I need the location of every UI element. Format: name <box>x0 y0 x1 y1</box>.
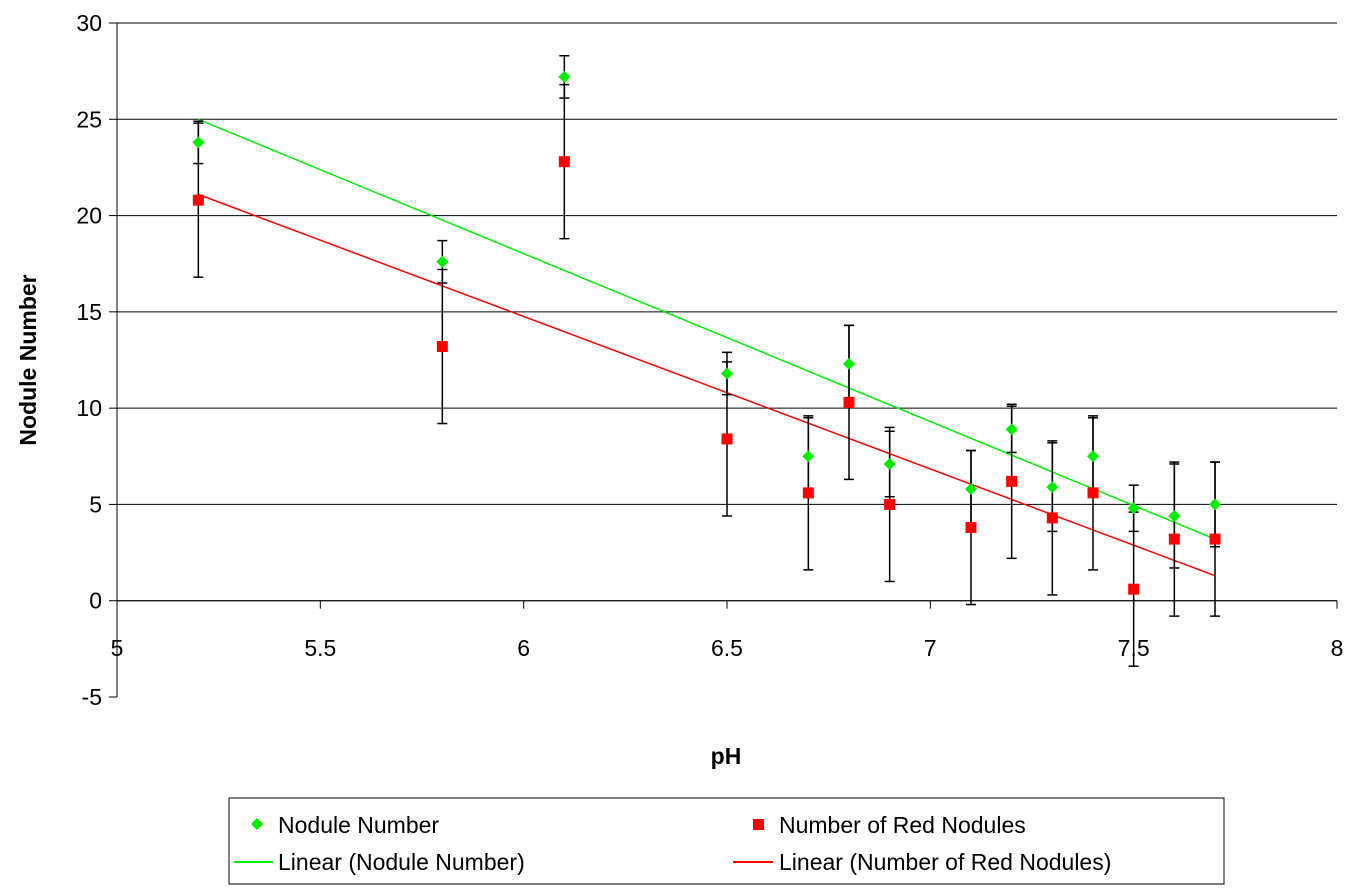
y-tick-label: 5 <box>89 491 102 517</box>
legend: Nodule Number Number of Red Nodules Line… <box>228 797 1225 885</box>
point-red-nodules <box>1168 533 1180 545</box>
point-red-nodules <box>843 396 855 408</box>
point-nodule-number <box>965 483 977 496</box>
legend-label-linear-red-nodules: Linear (Number of Red Nodules) <box>779 849 1111 875</box>
y-tick-label: 10 <box>76 395 102 421</box>
legend-square-marker <box>753 819 764 830</box>
legend-item-linear-red-nodules: Linear (Number of Red Nodules) <box>733 849 1111 875</box>
legend-label-linear-nodule-number: Linear (Nodule Number) <box>278 849 525 875</box>
point-nodule-number <box>1046 481 1059 494</box>
point-nodule-number <box>436 255 449 268</box>
point-red-nodules <box>884 498 896 510</box>
legend-label-nodule-number: Nodule Number <box>278 812 439 838</box>
point-nodule-number <box>1168 509 1181 522</box>
y-axis-label: Nodule Number <box>15 274 41 445</box>
legend-item-red-nodules: Number of Red Nodules <box>753 812 1026 838</box>
point-red-nodules <box>1006 475 1018 487</box>
point-nodule-number <box>1209 498 1221 511</box>
data-markers <box>192 70 1221 595</box>
legend-diamond-marker <box>251 818 263 830</box>
legend-item-nodule-number: Nodule Number <box>251 812 439 838</box>
trendlines <box>198 118 1216 577</box>
point-red-nodules <box>721 433 733 445</box>
legend-item-linear-nodule-number: Linear (Nodule Number) <box>234 849 525 875</box>
x-tick-label: 5 <box>111 635 124 661</box>
point-nodule-number <box>843 357 855 370</box>
y-tick-label: 15 <box>76 299 102 325</box>
point-red-nodules <box>436 341 448 353</box>
x-axis-label: pH <box>711 743 742 769</box>
point-nodule-number <box>558 70 571 83</box>
x-tick-label: 7.5 <box>1118 635 1150 661</box>
point-red-nodules <box>802 487 814 499</box>
point-red-nodules <box>1128 583 1140 595</box>
point-red-nodules <box>192 194 204 206</box>
point-red-nodules <box>558 156 570 168</box>
point-red-nodules <box>1046 512 1058 524</box>
x-tick-label: 8 <box>1331 635 1344 661</box>
point-nodule-number <box>1005 423 1018 436</box>
point-red-nodules <box>965 522 977 534</box>
point-nodule-number <box>1127 502 1140 515</box>
point-nodule-number <box>192 136 205 149</box>
point-nodule-number <box>802 450 815 463</box>
x-tick-label: 6 <box>517 635 530 661</box>
point-red-nodules <box>1087 487 1099 499</box>
x-tick-label: 6.5 <box>711 635 743 661</box>
trendline-nodule-number <box>198 118 1216 540</box>
y-tick-label: 30 <box>76 10 102 36</box>
error-bars <box>193 54 1220 667</box>
axes <box>109 22 1338 698</box>
point-nodule-number <box>883 457 896 470</box>
trendline-red-nodules <box>198 193 1216 577</box>
y-tick-label: 20 <box>76 203 102 229</box>
legend-frame <box>228 797 1225 885</box>
point-nodule-number <box>721 367 733 380</box>
y-tick-label: -5 <box>82 684 102 710</box>
point-nodule-number <box>1087 450 1099 463</box>
y-tick-label: 0 <box>89 588 102 614</box>
point-red-nodules <box>1209 533 1221 545</box>
x-tick-label: 5.5 <box>304 635 336 661</box>
x-tick-label: 7 <box>924 635 937 661</box>
y-tick-label: 25 <box>76 106 102 132</box>
legend-label-red-nodules: Number of Red Nodules <box>779 812 1026 838</box>
